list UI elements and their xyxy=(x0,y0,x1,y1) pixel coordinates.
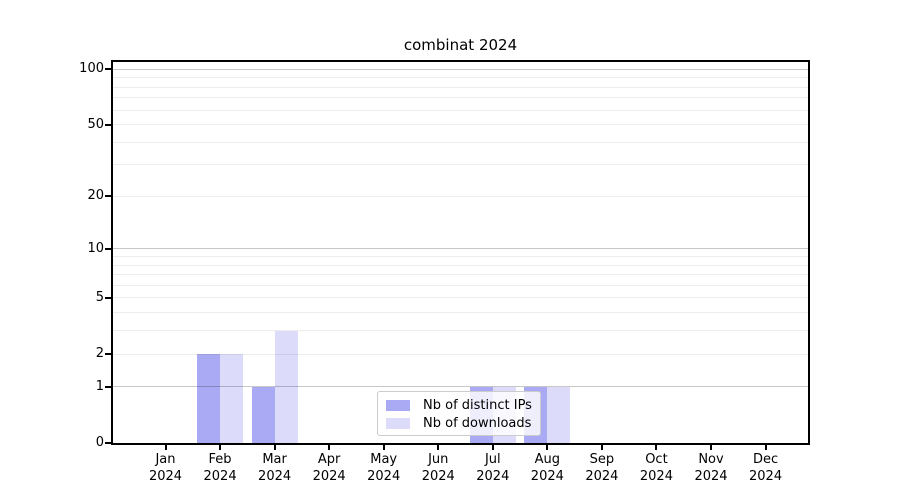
x-tick-mark xyxy=(219,445,222,450)
x-tick-mark xyxy=(164,445,167,450)
x-tick-label-year: 2024 xyxy=(476,469,510,484)
bar-downloads xyxy=(220,354,244,443)
chart-title: combinat 2024 xyxy=(403,36,518,54)
x-tick-mark xyxy=(491,445,494,450)
x-tick-label-month: Dec xyxy=(752,452,779,467)
x-tick-label-year: 2024 xyxy=(421,469,455,484)
x-tick-mark xyxy=(273,445,276,450)
y-tick-label: 5 xyxy=(95,289,104,305)
x-tick-label-year: 2024 xyxy=(367,469,401,484)
x-tick-label-year: 2024 xyxy=(749,469,783,484)
y-tick-label: 0 xyxy=(95,435,104,450)
legend-item-downloads: Nb of downloads xyxy=(378,414,540,432)
legend-swatch-1 xyxy=(386,417,410,429)
y-tick-label: 20 xyxy=(87,188,104,204)
x-tick-label-month: Nov xyxy=(698,452,724,467)
x-tick-label-month: Aug xyxy=(534,452,561,467)
y-tick-label: 100 xyxy=(79,61,104,77)
x-tick-label-year: 2024 xyxy=(258,469,292,484)
x-tick-label-month: Feb xyxy=(208,452,232,467)
x-tick-mark xyxy=(600,445,603,450)
y-tick-label: 50 xyxy=(87,116,104,132)
bar-downloads xyxy=(274,330,298,443)
bar-downloads xyxy=(547,386,571,443)
legend-swatch-0 xyxy=(386,399,410,411)
bars-layer xyxy=(113,62,808,443)
x-tick-mark xyxy=(328,445,331,450)
x-tick-label-month: Apr xyxy=(317,452,341,467)
x-tick-mark xyxy=(710,445,712,450)
x-tick-label-month: Jul xyxy=(484,452,501,467)
legend: Nb of distinct IPs Nb of downloads xyxy=(377,391,541,436)
x-tick-label-month: Mar xyxy=(262,452,287,467)
x-tick-label-month: Jun xyxy=(428,452,449,467)
x-tick-label-year: 2024 xyxy=(203,469,237,484)
x-tick-label-month: Sep xyxy=(589,452,615,467)
bar-distinct-ips xyxy=(251,386,275,443)
x-tick-label-year: 2024 xyxy=(585,469,619,484)
y-tick-label: 10 xyxy=(87,240,104,256)
x-tick-label-year: 2024 xyxy=(312,469,346,484)
x-tick-mark xyxy=(546,445,549,450)
x-tick-mark xyxy=(382,445,385,450)
legend-label: Nb of downloads xyxy=(423,415,532,431)
x-tick-label-month: Jan xyxy=(155,452,176,467)
x-tick-label-year: 2024 xyxy=(694,469,728,484)
x-tick-label-year: 2024 xyxy=(148,469,183,484)
y-tick-label: 1 xyxy=(95,378,104,394)
x-tick-label-year: 2024 xyxy=(530,469,564,484)
x-tick-label-month: Oct xyxy=(645,452,668,467)
x-tick-label-year: 2024 xyxy=(639,469,673,484)
x-tick-mark xyxy=(764,445,767,450)
y-tick-label: 2 xyxy=(95,346,104,362)
bar-distinct-ips xyxy=(197,354,221,443)
plot-area: Nb of distinct IPs Nb of downloads xyxy=(111,60,810,445)
x-tick-label-month: May xyxy=(370,452,398,467)
legend-item-distinct-ips: Nb of distinct IPs xyxy=(378,396,540,414)
x-tick-mark xyxy=(437,445,440,450)
x-tick-mark xyxy=(655,445,658,450)
legend-label: Nb of distinct IPs xyxy=(423,397,532,413)
